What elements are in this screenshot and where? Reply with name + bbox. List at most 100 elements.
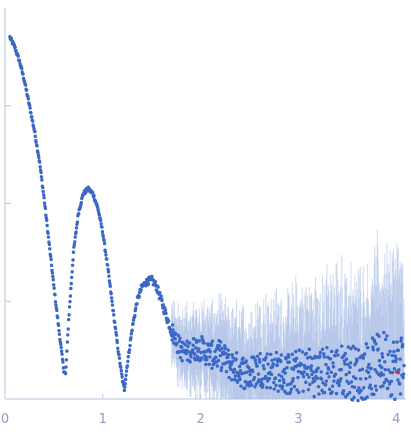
data-point [41,193,46,197]
data-point [234,351,239,355]
data-point [229,367,233,372]
data-point [258,360,262,364]
data-point [391,340,396,344]
data-point [305,356,310,360]
data-point [275,363,280,367]
data-point [257,357,262,362]
data-point [371,345,375,349]
data-point [218,354,223,358]
data-point [301,389,305,393]
data-point [264,376,269,380]
data-point [43,206,48,211]
data-point [101,234,105,239]
data-point [68,299,72,304]
data-point [191,343,195,347]
data-point [306,365,310,369]
data-point [156,285,160,289]
data-point [160,298,164,303]
data-point [139,287,143,292]
data-point [103,250,108,254]
data-point [372,392,376,397]
data-point [42,196,46,200]
data-point [59,349,64,353]
data-point [55,315,60,320]
data-point [214,355,218,360]
data-point [100,230,105,234]
data-point [265,352,269,356]
data-point [115,340,120,345]
data-point [383,337,388,342]
data-point [390,370,395,375]
data-point [244,370,249,374]
data-point [224,352,228,356]
data-point [386,386,390,390]
data-point [70,263,75,268]
data-point [368,383,372,387]
data-point [243,380,248,384]
data-point [65,340,70,344]
data-point [191,348,195,352]
data-point [399,339,403,343]
data-point [153,280,158,284]
data-point [327,375,331,379]
data-point [219,368,223,373]
data-point [102,238,106,243]
data-point [125,364,130,368]
data-point [45,223,49,228]
data-point [280,384,285,388]
data-point [199,350,203,355]
data-point [111,309,116,313]
data-point [159,294,163,298]
data-point [291,367,296,372]
data-point [340,344,344,348]
data-point [348,361,353,365]
data-point [48,254,53,259]
data-point [201,338,205,342]
data-point [261,383,265,387]
data-point [67,313,71,317]
data-point [65,349,69,353]
data-point [316,384,321,389]
data-point [356,398,360,403]
x-tick-label: 2 [196,412,204,427]
data-point [227,375,231,380]
data-point [14,48,18,53]
data-point [60,357,65,362]
data-point [326,367,331,372]
data-point [70,275,74,280]
data-point [27,103,32,107]
data-point [347,381,351,386]
data-point [17,58,22,63]
data-point [23,83,28,87]
data-point [38,160,42,164]
data-point [333,354,337,358]
data-point [188,360,192,364]
data-point [161,303,166,307]
data-point [98,218,103,223]
data-point [290,379,295,383]
data-point [60,352,64,356]
data-point [385,334,389,338]
data-point [297,390,301,395]
data-point [223,344,227,348]
data-point [128,343,132,348]
data-point [254,361,258,365]
data-point [323,383,328,387]
data-point [71,258,75,262]
data-point [272,380,276,385]
data-point [280,374,284,379]
data-point [339,376,343,381]
data-point [393,397,397,402]
data-point [183,342,187,347]
data-point [243,386,247,390]
data-point [274,350,279,355]
data-point [248,380,253,384]
data-point [331,361,335,365]
x-tick-label: 3 [294,412,302,427]
data-point [373,367,377,372]
data-point [129,336,133,340]
data-point [330,390,334,394]
data-point [359,388,363,393]
data-point [187,341,192,345]
data-point [106,270,111,274]
